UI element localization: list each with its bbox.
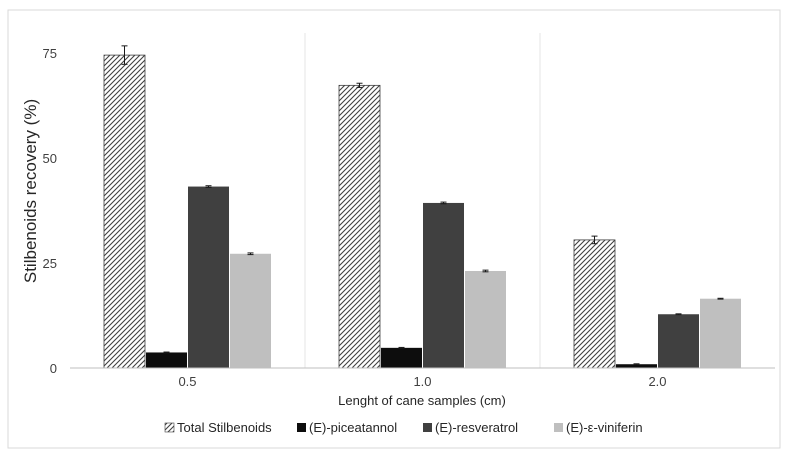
error-bars — [121, 45, 724, 366]
category-separators — [304, 33, 541, 368]
legend-swatch — [423, 423, 432, 432]
bar — [103, 54, 146, 369]
y-tick-label: 0 — [50, 361, 57, 376]
bar — [423, 202, 464, 368]
bars — [103, 54, 741, 369]
y-tick-labels: 0 25 50 75 — [43, 46, 57, 376]
y-tick-label: 75 — [43, 46, 57, 61]
bar — [573, 239, 616, 369]
bar — [658, 314, 699, 368]
x-tick-label: 1.0 — [413, 374, 431, 389]
bar — [465, 270, 506, 368]
x-axis-label: Lenght of cane samples (cm) — [338, 393, 506, 408]
legend-swatch — [164, 422, 175, 433]
bar — [700, 298, 741, 368]
legend-item: (E)-piceatannol — [297, 420, 397, 435]
legend-label: Total Stilbenoids — [177, 420, 272, 435]
legend-item: (E)-resveratrol — [423, 420, 518, 435]
legend-swatch — [554, 423, 563, 432]
bar — [381, 347, 422, 368]
y-tick-label: 50 — [43, 151, 57, 166]
x-tick-label: 2.0 — [648, 374, 666, 389]
legend-item: (E)-ε-viniferin — [554, 420, 643, 435]
y-axis-label: Stilbenoids recovery (%) — [21, 99, 40, 283]
bar — [188, 186, 229, 368]
x-tick-label: 0.5 — [178, 374, 196, 389]
legend-swatch — [297, 423, 306, 432]
legend-label: (E)-ε-viniferin — [566, 420, 643, 435]
bar — [230, 253, 271, 368]
legend-item: Total Stilbenoids — [164, 420, 272, 435]
bar — [146, 352, 187, 368]
y-tick-label: 25 — [43, 256, 57, 271]
legend-label: (E)-resveratrol — [435, 420, 518, 435]
legend-label: (E)-piceatannol — [309, 420, 397, 435]
bar — [338, 84, 381, 369]
x-tick-labels: 0.5 1.0 2.0 — [178, 374, 666, 389]
legend: Total Stilbenoids (E)-piceatannol (E)-resv… — [164, 420, 643, 435]
bar — [616, 364, 657, 368]
